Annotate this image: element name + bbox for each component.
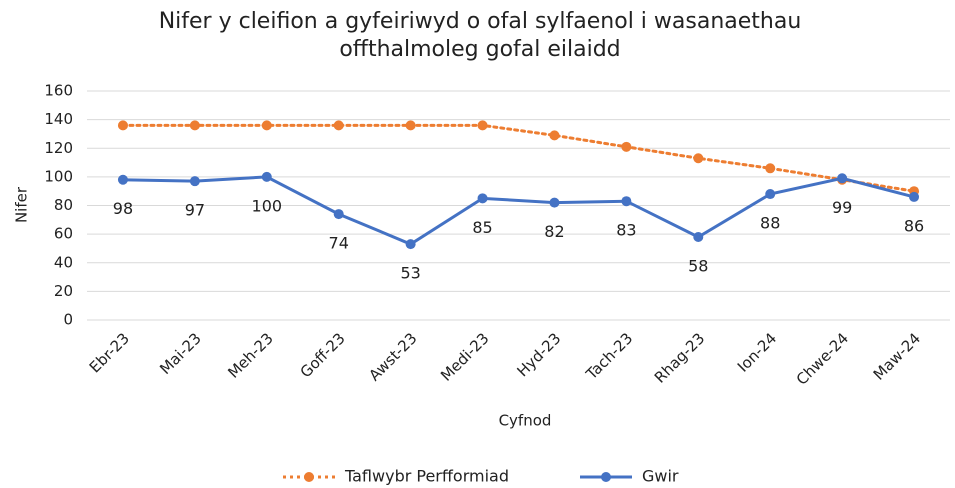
point	[621, 196, 632, 207]
x-tick-label: Tach-23	[582, 329, 637, 384]
data-label: 99	[832, 198, 852, 217]
x-tick-label: Chwe-24	[793, 329, 852, 388]
point	[693, 153, 704, 164]
data-label: 97	[185, 201, 205, 220]
point	[261, 171, 272, 182]
point	[405, 120, 416, 131]
point	[189, 176, 200, 187]
point	[693, 231, 704, 242]
point	[477, 193, 488, 204]
x-tick-label: Mai-23	[156, 329, 205, 378]
legend-marker	[304, 472, 314, 482]
point	[765, 189, 776, 200]
point	[261, 120, 272, 131]
point	[117, 120, 128, 131]
point	[477, 120, 488, 131]
point	[549, 130, 560, 141]
y-tick-label: 0	[63, 311, 73, 329]
point	[117, 174, 128, 185]
x-tick-label: Hyd-23	[513, 329, 564, 380]
point	[333, 120, 344, 131]
chart-title: Nifer y cleifion a gyfeiriwyd o ofal syl…	[159, 9, 802, 34]
point	[333, 209, 344, 220]
y-tick-label: 40	[54, 253, 73, 271]
data-label: 58	[688, 256, 708, 275]
data-label: 98	[113, 199, 133, 218]
data-label: 86	[904, 216, 924, 235]
legend-label: Taflwybr Perfformiad	[344, 467, 509, 486]
x-tick-label: Goff-23	[297, 329, 349, 381]
legend-marker	[601, 472, 611, 482]
data-label: 83	[616, 221, 636, 240]
y-tick-label: 80	[54, 196, 73, 214]
data-label: 100	[252, 196, 283, 215]
point	[621, 141, 632, 152]
data-label: 88	[760, 214, 780, 233]
data-label: 74	[329, 234, 349, 253]
y-tick-label: 60	[54, 225, 73, 243]
legend-label: Gwir	[642, 467, 679, 486]
point	[189, 120, 200, 131]
x-tick-label: Rhag-23	[651, 329, 708, 386]
series-line	[121, 123, 916, 193]
chart-title: offthalmoleg gofal eilaidd	[339, 37, 620, 62]
y-tick-label: 160	[44, 82, 73, 100]
point	[909, 191, 920, 202]
x-tick-label: Medi-23	[437, 329, 492, 384]
point	[405, 239, 416, 250]
point	[837, 173, 848, 184]
y-tick-label: 140	[44, 110, 73, 128]
x-tick-label: Maw-24	[870, 329, 924, 383]
y-axis-label: Nifer	[13, 186, 31, 223]
y-tick-label: 20	[54, 282, 73, 300]
x-tick-label: Meh-23	[224, 329, 276, 381]
point	[765, 163, 776, 174]
x-tick-label: Ebr-23	[86, 329, 133, 376]
data-label: 85	[472, 218, 492, 237]
x-tick-label: Awst-23	[365, 329, 420, 384]
y-tick-label: 120	[44, 139, 73, 157]
series-line	[121, 175, 916, 246]
data-label: 53	[400, 264, 420, 283]
point	[549, 197, 560, 208]
x-axis-label: Cyfnod	[499, 412, 552, 430]
y-tick-label: 100	[44, 167, 73, 185]
data-label: 82	[544, 222, 564, 241]
x-tick-label: Ion-24	[734, 329, 780, 375]
